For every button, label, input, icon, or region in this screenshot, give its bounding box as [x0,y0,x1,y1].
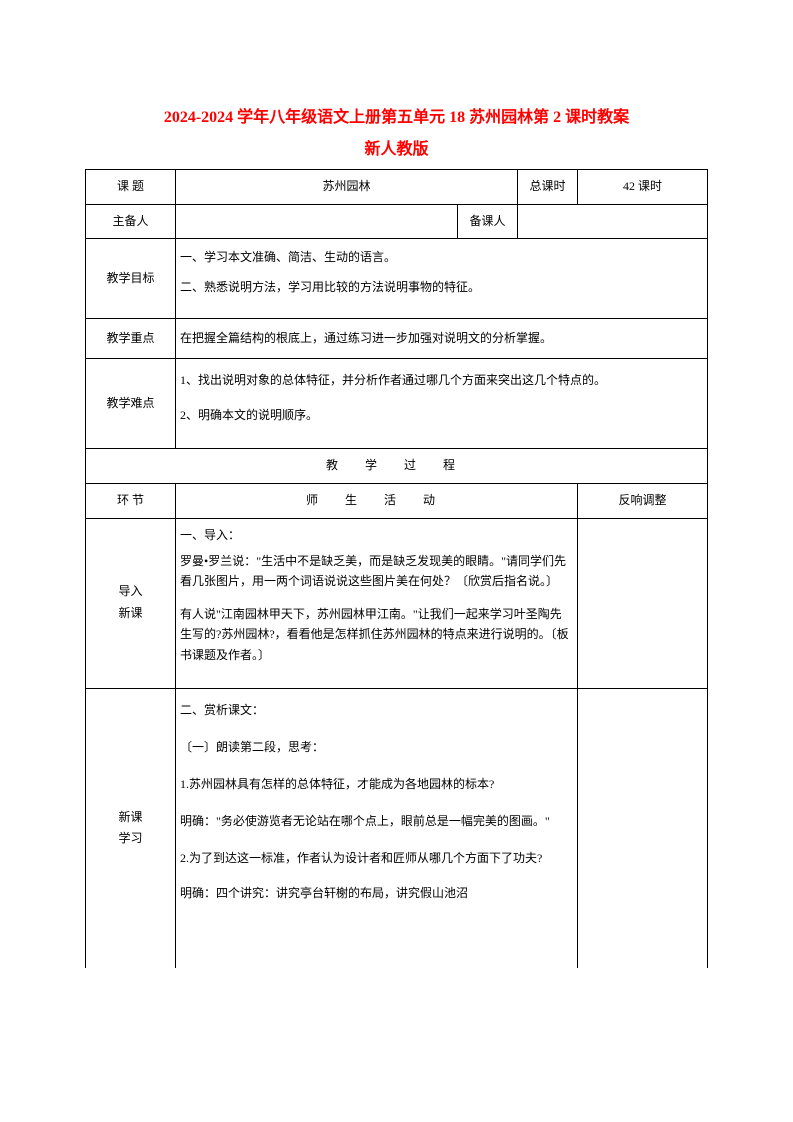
label-total-hours: 总课时 [517,170,577,205]
intro-label-1: 导入 [90,581,171,603]
label-segment: 环 节 [86,483,176,518]
row-objective: 教学目标 一、学习本文准确、简洁、生动的语言。 二、熟悉说明方法，学习用比较的方… [86,239,708,319]
row-focus: 教学重点 在把握全篇结构的根底上，通过练习进一步加强对说明文的分析掌握。 [86,319,708,359]
row-process-header: 教 学 过 程 [86,449,708,484]
label-topic: 课 题 [86,170,176,205]
new-s1: 〔一〕朗读第二段，思考： [180,732,573,763]
row-newlesson: 新课 学习 二、赏析课文： 〔一〕朗读第二段，思考： 1.苏州园林具有怎样的总体… [86,688,708,968]
objective-line-1: 一、学习本文准确、简洁、生动的语言。 [180,245,703,269]
label-objective: 教学目标 [86,239,176,319]
lesson-plan-table: 课 题 苏州园林 总课时 42 课时 主备人 备课人 教学目标 一、学习本文准确… [85,169,708,968]
label-co-prep: 备课人 [457,204,517,239]
new-a1: 明确："务必使游览者无论站在哪个点上，眼前总是一幅完美的图画。" [180,806,573,837]
label-activity: 师 生 活 动 [176,483,578,518]
newlesson-adjust [577,688,707,968]
intro-p2: 有人说"江南园林甲天下，苏州园林甲江南。"让我们一起来学习叶圣陶先生写的?苏州园… [180,604,573,665]
objective-content: 一、学习本文准确、简洁、生动的语言。 二、熟悉说明方法，学习用比较的方法说明事物… [176,239,708,319]
newlesson-content: 二、赏析课文： 〔一〕朗读第二段，思考： 1.苏州园林具有怎样的总体特征，才能成… [176,688,578,968]
label-difficulty: 教学难点 [86,359,176,449]
new-heading: 二、赏析课文： [180,695,573,726]
doc-subtitle: 新人教版 [85,135,708,159]
total-hours-value: 42 课时 [577,170,707,205]
row-difficulty: 教学难点 1、找出说明对象的总体特征，并分析作者通过哪几个方面来突出这几个特点的… [86,359,708,449]
label-newlesson-section: 新课 学习 [86,688,176,968]
new-q1: 1.苏州园林具有怎样的总体特征，才能成为各地园林的标本? [180,769,573,800]
intro-adjust [577,518,707,688]
intro-p1: 罗曼•罗兰说："生活中不是缺乏美，而是缺乏发现美的眼睛。"请同学们先看几张图片，… [180,551,573,592]
page-container: 2024-2024 学年八年级语文上册第五单元 18 苏州园林第 2 课时教案 … [0,0,793,968]
intro-content: 一、导入： 罗曼•罗兰说："生活中不是缺乏美，而是缺乏发现美的眼睛。"请同学们先… [176,518,578,688]
doc-title: 2024-2024 学年八年级语文上册第五单元 18 苏州园林第 2 课时教案 [85,100,708,135]
intro-label-2: 新课 [90,603,171,625]
main-prep-value [176,204,458,239]
intro-heading: 一、导入： [180,525,573,545]
row-intro: 导入 新课 一、导入： 罗曼•罗兰说："生活中不是缺乏美，而是缺乏发现美的眼睛。… [86,518,708,688]
newlesson-label-1: 新课 [90,807,171,829]
new-a2: 明确：四个讲究：讲究亭台轩榭的布局，讲究假山池沼 [180,881,573,905]
label-process: 教 学 过 程 [86,449,708,484]
row-preparers: 主备人 备课人 [86,204,708,239]
label-intro-section: 导入 新课 [86,518,176,688]
newlesson-label-2: 学习 [90,828,171,850]
co-prep-value [517,204,707,239]
label-adjust: 反响调整 [577,483,707,518]
difficulty-content: 1、找出说明对象的总体特征，并分析作者通过哪几个方面来突出这几个特点的。 2、明… [176,359,708,449]
new-q2: 2.为了到达这一标准，作者认为设计者和匠师从哪几个方面下了功夫? [180,843,573,874]
objective-line-2: 二、熟悉说明方法，学习用比较的方法说明事物的特征。 [180,275,703,299]
label-focus: 教学重点 [86,319,176,359]
label-main-prep: 主备人 [86,204,176,239]
row-topic: 课 题 苏州园林 总课时 42 课时 [86,170,708,205]
difficulty-line-2: 2、明确本文的说明顺序。 [180,403,703,427]
focus-content: 在把握全篇结构的根底上，通过练习进一步加强对说明文的分析掌握。 [176,319,708,359]
difficulty-line-1: 1、找出说明对象的总体特征，并分析作者通过哪几个方面来突出这几个特点的。 [180,365,703,396]
topic-value: 苏州园林 [176,170,518,205]
row-segment-header: 环 节 师 生 活 动 反响调整 [86,483,708,518]
